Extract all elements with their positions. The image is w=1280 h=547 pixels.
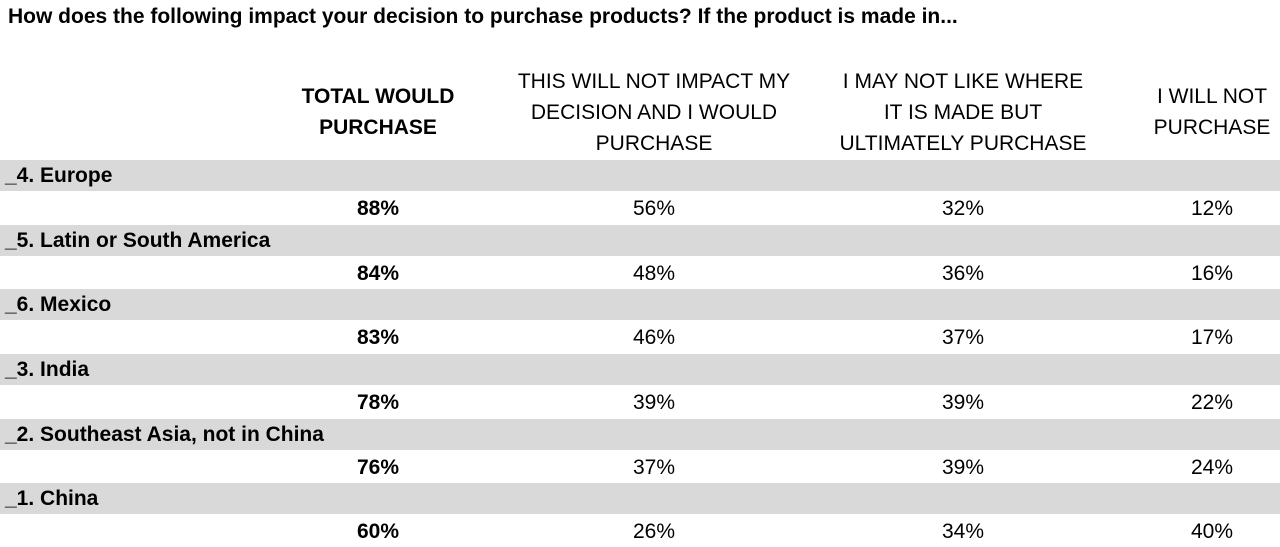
row-label: _3. India xyxy=(5,358,90,381)
row-values: 76% 37% 39% 24% xyxy=(0,451,1280,483)
will-not-purchase-value: 16% xyxy=(1190,262,1234,285)
table-row-china: _1. China 60% 26% 34% 40% xyxy=(0,483,1280,547)
table-row-latin-or-south-america: _5. Latin or South America 84% 48% 36% 1… xyxy=(0,225,1280,289)
row-label-band: _5. Latin or South America xyxy=(0,225,1280,256)
header-line: THIS WILL NOT IMPACT MY xyxy=(517,69,791,93)
row-values: 84% 48% 36% 16% xyxy=(0,257,1280,289)
total-would-purchase-value: 84% xyxy=(356,262,400,285)
will-not-impact-value: 39% xyxy=(632,391,676,414)
will-not-impact-value: 37% xyxy=(632,456,676,479)
table-row-mexico: _6. Mexico 83% 46% 37% 17% xyxy=(0,289,1280,353)
row-values: 60% 26% 34% 40% xyxy=(0,515,1280,547)
total-would-purchase-value: 78% xyxy=(356,391,400,414)
row-label-band: _1. China xyxy=(0,483,1280,514)
will-not-impact-value: 56% xyxy=(632,197,676,220)
row-label: _1. China xyxy=(5,487,99,510)
row-label: _4. Europe xyxy=(5,164,113,187)
table-row-southeast-asia: _2. Southeast Asia, not in China 76% 37%… xyxy=(0,419,1280,483)
will-not-purchase-value: 22% xyxy=(1190,391,1234,414)
row-values: 88% 56% 32% 12% xyxy=(0,192,1280,224)
row-label: _2. Southeast Asia, not in China xyxy=(5,423,324,446)
header-line: I MAY NOT LIKE WHERE xyxy=(842,69,1084,93)
header-line: TOTAL WOULD xyxy=(301,85,455,108)
will-not-purchase-value: 12% xyxy=(1190,197,1234,220)
header-line: IT IS MADE BUT xyxy=(883,100,1043,124)
header-line: PURCHASE xyxy=(595,131,713,155)
total-would-purchase-value: 83% xyxy=(356,326,400,349)
row-label-band: _4. Europe xyxy=(0,160,1280,191)
row-values: 78% 39% 39% 22% xyxy=(0,386,1280,418)
may-not-like-value: 37% xyxy=(941,326,985,349)
row-label-band: _6. Mexico xyxy=(0,289,1280,320)
row-values: 83% 46% 37% 17% xyxy=(0,321,1280,353)
column-header-will-not-impact: THIS WILL NOT IMPACT MY DECISION AND I W… xyxy=(498,66,810,158)
column-header-may-not-like: I MAY NOT LIKE WHERE IT IS MADE BUT ULTI… xyxy=(818,66,1108,158)
header-line: ULTIMATELY PURCHASE xyxy=(839,131,1087,155)
may-not-like-value: 32% xyxy=(941,197,985,220)
chart-title: How does the following impact your decis… xyxy=(8,5,958,28)
will-not-impact-value: 48% xyxy=(632,262,676,285)
row-label-band: _2. Southeast Asia, not in China xyxy=(0,419,1280,450)
column-header-will-not-purchase: I WILL NOT PURCHASE xyxy=(1136,66,1280,158)
header-line: PURCHASE xyxy=(319,116,437,139)
row-label: _6. Mexico xyxy=(5,293,112,316)
column-header-total-would-purchase: TOTAL WOULD PURCHASE xyxy=(288,66,468,158)
header-line: DECISION AND I WOULD xyxy=(530,100,778,124)
total-would-purchase-value: 76% xyxy=(356,456,400,479)
row-label-band: _3. India xyxy=(0,354,1280,385)
will-not-purchase-value: 40% xyxy=(1190,520,1234,543)
will-not-impact-value: 46% xyxy=(632,326,676,349)
total-would-purchase-value: 60% xyxy=(356,520,400,543)
table-row-europe: _4. Europe 88% 56% 32% 12% xyxy=(0,160,1280,224)
may-not-like-value: 39% xyxy=(941,391,985,414)
will-not-purchase-value: 17% xyxy=(1190,326,1234,349)
row-label: _5. Latin or South America xyxy=(5,229,271,252)
will-not-purchase-value: 24% xyxy=(1190,456,1234,479)
header-line: PURCHASE xyxy=(1153,116,1271,139)
will-not-impact-value: 26% xyxy=(632,520,676,543)
header-line: I WILL NOT xyxy=(1156,85,1268,108)
total-would-purchase-value: 88% xyxy=(356,197,400,220)
may-not-like-value: 34% xyxy=(941,520,985,543)
may-not-like-value: 36% xyxy=(941,262,985,285)
table-row-india: _3. India 78% 39% 39% 22% xyxy=(0,354,1280,418)
may-not-like-value: 39% xyxy=(941,456,985,479)
